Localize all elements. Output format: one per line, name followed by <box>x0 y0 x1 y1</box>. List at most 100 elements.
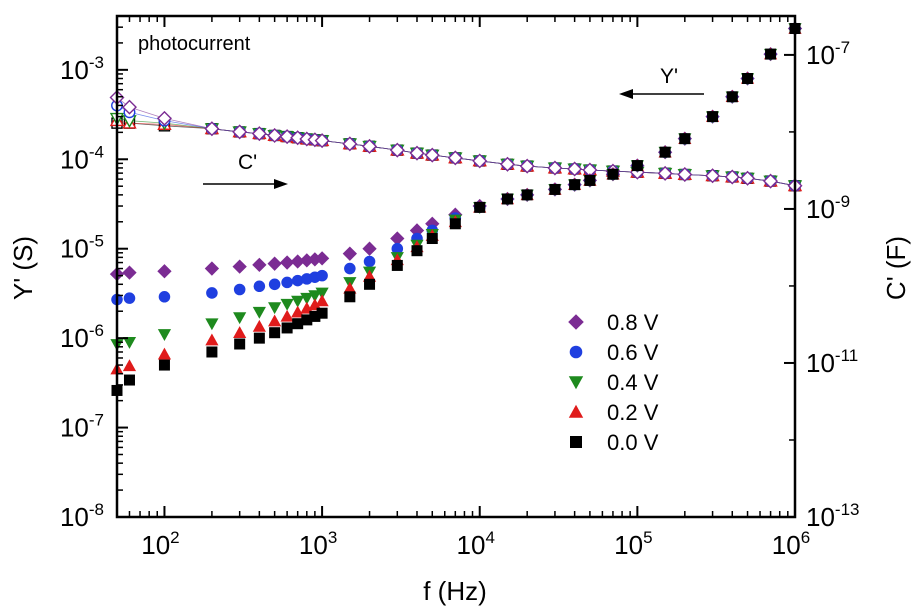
cprime-point <box>499 156 515 172</box>
legend-label: 0.0 V <box>607 430 659 455</box>
cprime-point <box>657 165 673 181</box>
y-axis-label: Y' (S) <box>8 236 38 300</box>
cprime-point <box>156 110 172 126</box>
legend-label: 0.2 V <box>607 400 659 425</box>
yprime-point <box>290 254 305 269</box>
y-tick-label: 10-3 <box>60 53 104 85</box>
y2-axis-label: C' (F) <box>881 236 911 300</box>
yprime-point <box>252 306 266 319</box>
y-tick-label: 10-6 <box>60 321 104 353</box>
yprime-point <box>300 292 314 305</box>
cprime-series-layer <box>109 89 803 194</box>
tick-layer: 102 103 104 105 106 10-8 10-7 10-6 10-5 10-4 10-3 1… <box>60 15 860 560</box>
yprime-point <box>301 314 313 326</box>
yprime-point <box>300 301 314 314</box>
cprime-annotation: C' <box>238 151 257 174</box>
yprime-point <box>659 146 671 158</box>
y2-tick-label: 10-9 <box>806 192 850 224</box>
yprime-point <box>343 281 357 294</box>
yprime-point <box>391 259 403 271</box>
cprime-point <box>547 160 563 176</box>
cprime-point <box>567 161 583 177</box>
yprime-series-layer <box>109 21 803 396</box>
yprime-annotation: Y' <box>660 65 678 88</box>
yprime-point <box>584 174 596 186</box>
cprime-point <box>121 99 137 115</box>
y-tick-label: 10-4 <box>60 142 104 174</box>
y-tick-label: 10-5 <box>60 232 104 264</box>
yprime-point <box>291 295 305 308</box>
cprime-point <box>314 133 330 149</box>
cprime-arrow-icon <box>203 179 288 189</box>
cprime-point <box>763 173 779 189</box>
cprime-point <box>409 145 425 161</box>
yprime-point <box>426 233 438 245</box>
yprime-point <box>291 274 304 287</box>
yprime-point <box>158 359 170 371</box>
yprime-point <box>123 374 135 386</box>
yprime-point <box>631 160 643 172</box>
legend-marker <box>568 314 584 330</box>
y-tick-label: 10-8 <box>60 500 104 532</box>
yprime-point <box>205 318 219 331</box>
cprime-point <box>724 169 740 185</box>
cprime-point <box>290 130 306 146</box>
yprime-point <box>268 314 282 327</box>
yprime-point <box>501 193 513 205</box>
yprime-point <box>252 319 266 332</box>
yprime-point <box>204 261 220 276</box>
yprime-point <box>206 346 218 358</box>
yprime-point <box>280 309 294 322</box>
yprime-point <box>707 111 719 123</box>
cprime-point <box>519 158 535 174</box>
yprime-point <box>281 322 293 334</box>
yprime-point <box>316 269 328 282</box>
yprime-point <box>765 48 777 60</box>
yprime-point <box>314 251 330 266</box>
cprime-point <box>267 127 283 143</box>
x-tick-label: 104 <box>457 528 495 560</box>
yprime-point <box>362 241 377 256</box>
legend-marker <box>569 345 583 359</box>
yprime-point <box>157 347 172 360</box>
yprime-point <box>206 287 218 299</box>
legend-marker <box>568 404 584 418</box>
yprime-point <box>679 133 691 145</box>
cprime-point <box>447 150 463 166</box>
cprime-point <box>389 142 405 158</box>
yprime-point <box>267 256 282 271</box>
y2-tick-label: 10-11 <box>806 346 858 378</box>
yprime-point <box>342 246 357 261</box>
cprime-point <box>251 126 267 142</box>
legend-marker <box>568 376 584 390</box>
cprime-point <box>740 170 756 186</box>
yprime-point <box>390 231 405 246</box>
yprime-point <box>269 327 281 339</box>
yprime-point <box>157 329 172 342</box>
yprime-point <box>233 283 246 296</box>
yprime-point <box>449 218 461 230</box>
yprime-point <box>364 278 376 290</box>
yprime-point <box>291 305 305 318</box>
yprime-point <box>122 265 137 280</box>
x-tick-label: 103 <box>299 528 337 560</box>
cprime-point <box>204 121 220 137</box>
x-tick-label: 102 <box>141 528 179 560</box>
cprime-series-line <box>116 97 796 187</box>
yprime-point <box>425 216 440 231</box>
cprime-point <box>677 167 693 182</box>
yprime-point <box>234 338 246 350</box>
x-axis-label: f (Hz) <box>423 576 487 606</box>
yprime-point <box>411 245 423 257</box>
yprime-point <box>122 359 137 372</box>
yprime-point <box>309 310 321 322</box>
yprime-point <box>232 259 247 274</box>
cprime-point <box>705 168 721 184</box>
cprime-point <box>279 129 295 145</box>
plot-frame <box>115 14 797 519</box>
y2-tick-label: 10-13 <box>806 500 860 532</box>
yprime-point <box>158 291 171 303</box>
yprime-point <box>252 257 267 272</box>
yprime-point <box>253 332 265 344</box>
